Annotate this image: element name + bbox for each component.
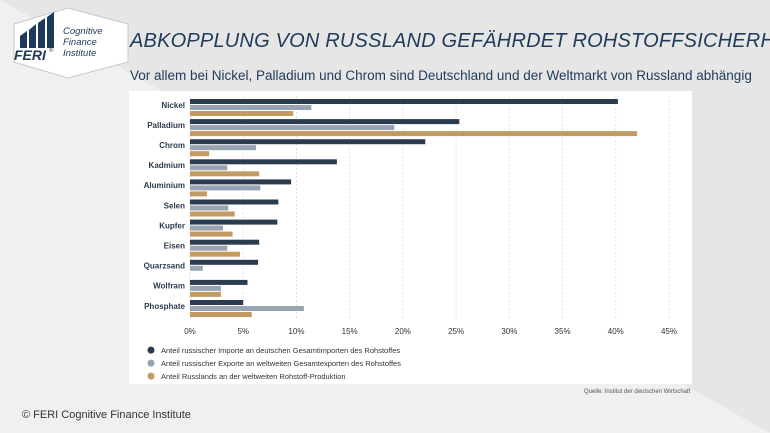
- bar: [190, 111, 294, 116]
- category-label: Phosphate: [144, 302, 185, 311]
- category-label: Quarzsand: [144, 262, 185, 271]
- bar: [190, 151, 210, 157]
- bar: [190, 191, 208, 197]
- feri-logo: FERI ® Cognitive Finance Institute: [6, 6, 134, 80]
- category-label: Eisen: [164, 242, 185, 251]
- bar: [190, 199, 279, 205]
- copyright-note: © FERI Cognitive Finance Institute: [22, 409, 191, 421]
- bar-chart: 0% 5% 10% 15% 20% 25% 30% 35% 40% 45% Nickel Pallad…: [144, 96, 677, 381]
- category-label: Nickel: [161, 101, 185, 110]
- bar: [190, 231, 233, 237]
- x-tick-label: 30%: [501, 327, 517, 336]
- bar: [190, 125, 395, 131]
- bar: [190, 171, 260, 177]
- x-tick-label: 15%: [342, 327, 358, 336]
- bar: [190, 145, 256, 151]
- logo-line2: Finance: [63, 37, 97, 48]
- bar: [190, 251, 241, 257]
- bar: [190, 211, 235, 217]
- x-tick-label: 10%: [288, 327, 304, 336]
- logo-mark: ®: [49, 47, 54, 54]
- bar: [190, 245, 228, 251]
- bar: [190, 259, 259, 265]
- bar: [190, 105, 312, 110]
- logo-line1: Cognitive: [63, 26, 103, 37]
- legend-label: Anteil russischer Exporte an weltweiten …: [161, 359, 401, 368]
- bar: [190, 179, 292, 185]
- bar: [190, 139, 426, 145]
- category-label: Wolfram: [153, 282, 185, 291]
- bar: [190, 239, 260, 245]
- category-label: Aluminium: [144, 181, 185, 190]
- x-tick-label: 40%: [608, 327, 624, 336]
- slide-subtitle: Vor allem bei Nickel, Palladium und Chro…: [130, 68, 752, 83]
- category-label: Palladium: [147, 121, 185, 130]
- legend-label: Anteil Russlands an der weltweiten Rohst…: [161, 372, 346, 381]
- category-label: Kadmium: [149, 161, 185, 170]
- logo-bars-icon: [20, 12, 54, 48]
- category-label: Chrom: [159, 141, 185, 150]
- bar: [190, 99, 618, 104]
- bar: [190, 185, 261, 191]
- bar: [190, 159, 337, 165]
- logo-line3: Institute: [63, 48, 96, 59]
- x-tick-label: 20%: [395, 327, 411, 336]
- bar: [190, 205, 229, 211]
- slide-title: ABKOPPLUNG VON RUSSLAND GEFÄHRDET ROHSTO…: [130, 30, 770, 52]
- bar: [190, 165, 228, 171]
- bar: [190, 291, 221, 297]
- bar: [190, 225, 223, 231]
- category-label: Selen: [164, 201, 185, 210]
- x-tick-label: 35%: [555, 327, 571, 336]
- bar: [190, 131, 638, 137]
- legend-label: Anteil russischer Importe an deutschen G…: [161, 346, 400, 355]
- x-tick-label: 25%: [448, 327, 464, 336]
- legend-marker: [147, 372, 155, 380]
- bar: [190, 279, 248, 285]
- x-tick-label: 5%: [237, 327, 249, 336]
- logo-brand: FERI: [14, 47, 47, 63]
- bar: [190, 265, 203, 271]
- bar: [190, 300, 244, 305]
- legend-marker: [147, 359, 155, 367]
- bar: [190, 312, 252, 317]
- source-note: Quelle: Institut der deutschen Wirtschaf…: [584, 389, 691, 395]
- bar: [190, 119, 460, 125]
- category-label: Kupfer: [159, 221, 185, 230]
- bar: [190, 285, 221, 291]
- legend-marker: [147, 346, 155, 354]
- x-tick-label: 45%: [661, 327, 677, 336]
- bar: [190, 219, 278, 225]
- x-tick-label: 0%: [184, 327, 196, 336]
- bar: [190, 306, 304, 311]
